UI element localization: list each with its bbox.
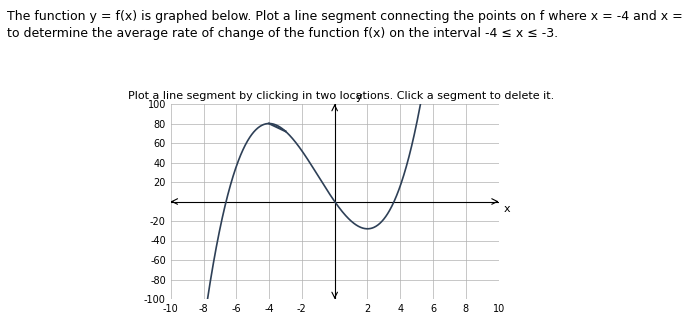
Text: x: x <box>503 204 510 214</box>
Text: The function y = f(x) is graphed below. Plot a line segment connecting the point: The function y = f(x) is graphed below. … <box>7 10 683 40</box>
Text: y: y <box>356 92 363 102</box>
Text: Plot a line segment by clicking in two locations. Click a segment to delete it.: Plot a line segment by clicking in two l… <box>128 91 555 101</box>
